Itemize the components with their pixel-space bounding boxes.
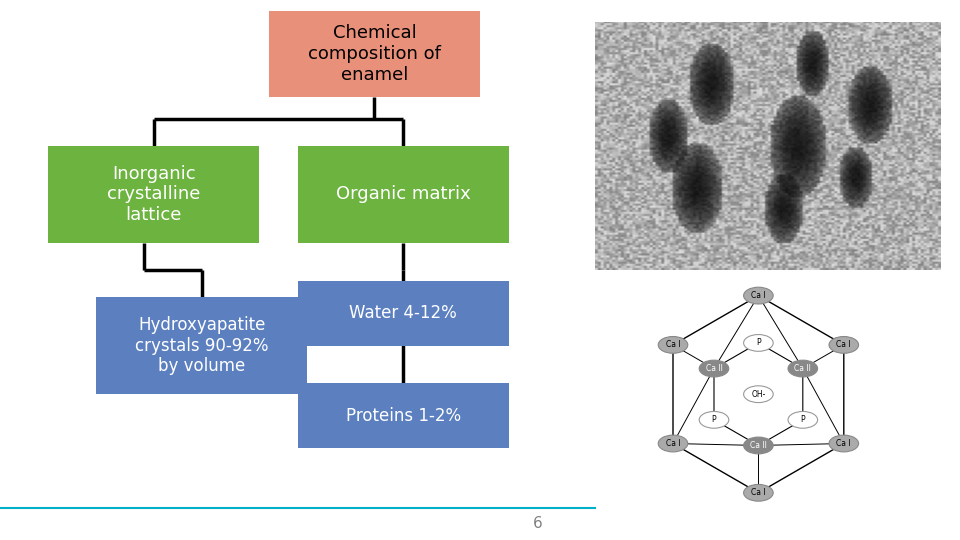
Text: P: P xyxy=(756,339,760,347)
FancyBboxPatch shape xyxy=(269,11,480,97)
FancyBboxPatch shape xyxy=(96,297,307,394)
Ellipse shape xyxy=(744,386,773,403)
Text: P: P xyxy=(711,415,716,424)
Text: Inorganic
crystalline
lattice: Inorganic crystalline lattice xyxy=(107,165,201,224)
Text: Ca I: Ca I xyxy=(836,340,852,349)
Text: Hydroxyapatite
crystals 90-92%
by volume: Hydroxyapatite crystals 90-92% by volume xyxy=(134,316,269,375)
Text: Ca II: Ca II xyxy=(706,364,723,373)
Ellipse shape xyxy=(744,335,773,352)
Text: Ca I: Ca I xyxy=(751,488,766,497)
Ellipse shape xyxy=(788,411,818,428)
Text: Chemical
composition of
enamel: Chemical composition of enamel xyxy=(308,24,441,84)
Ellipse shape xyxy=(659,435,687,452)
Text: Ca I: Ca I xyxy=(836,439,852,448)
Text: OH-: OH- xyxy=(752,390,765,399)
FancyBboxPatch shape xyxy=(298,281,509,346)
Text: 6: 6 xyxy=(533,516,542,531)
Text: Ca II: Ca II xyxy=(794,364,811,373)
Text: Ca I: Ca I xyxy=(665,439,681,448)
Ellipse shape xyxy=(699,360,729,377)
Ellipse shape xyxy=(829,435,858,452)
Text: P: P xyxy=(801,415,805,424)
Text: Water 4-12%: Water 4-12% xyxy=(349,304,457,322)
FancyBboxPatch shape xyxy=(298,383,509,448)
Ellipse shape xyxy=(744,437,773,454)
Text: Ca I: Ca I xyxy=(665,340,681,349)
FancyBboxPatch shape xyxy=(48,146,259,243)
Text: Organic matrix: Organic matrix xyxy=(336,185,470,204)
Ellipse shape xyxy=(744,287,773,304)
Ellipse shape xyxy=(659,336,687,353)
Ellipse shape xyxy=(699,411,729,428)
Ellipse shape xyxy=(788,360,818,377)
FancyBboxPatch shape xyxy=(298,146,509,243)
Text: Ca I: Ca I xyxy=(751,291,766,300)
Text: Proteins 1-2%: Proteins 1-2% xyxy=(346,407,461,425)
Ellipse shape xyxy=(829,336,858,353)
Text: Ca II: Ca II xyxy=(750,441,767,450)
Ellipse shape xyxy=(744,484,773,501)
